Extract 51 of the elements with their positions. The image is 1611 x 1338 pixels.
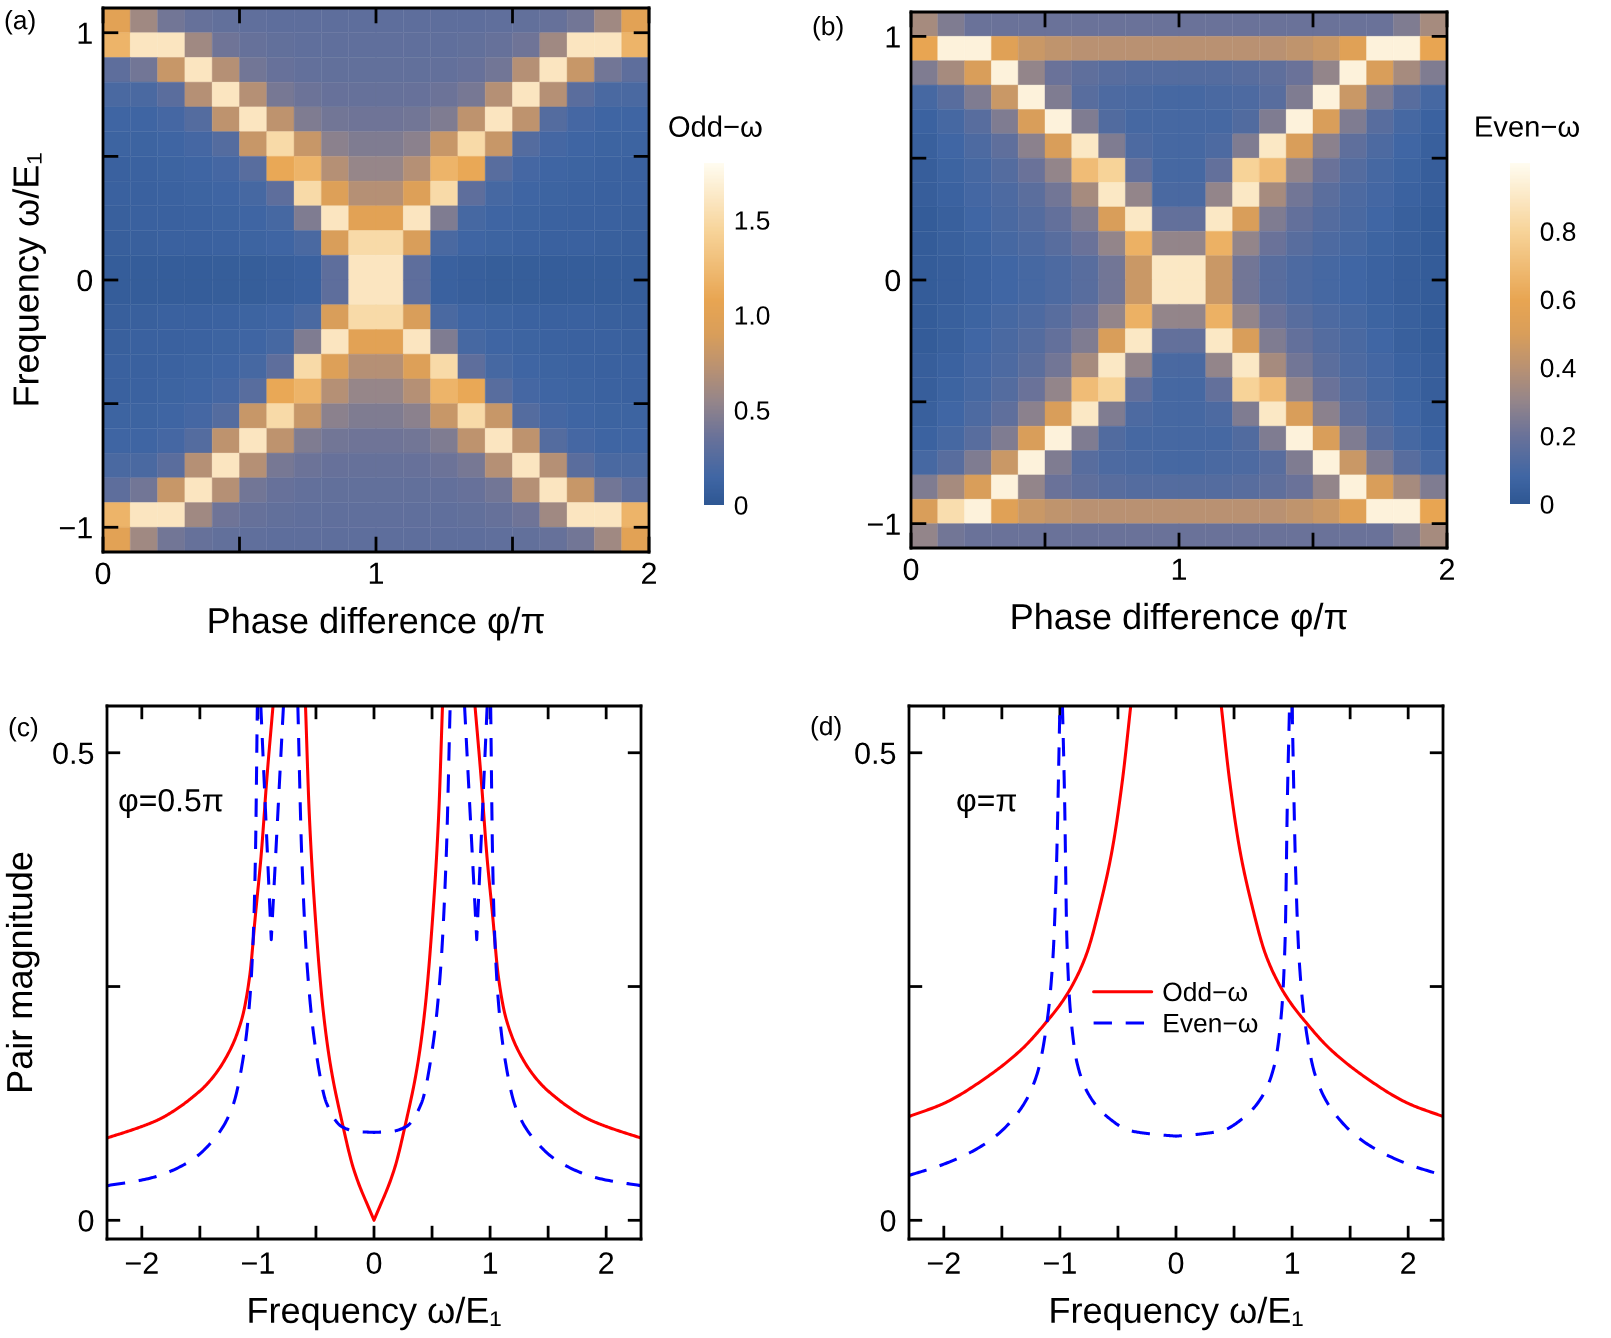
x-tick-label: 2 [642,562,656,584]
x-tick-label: 1 [1172,558,1187,580]
y-tick-label: 0 [78,1210,94,1232]
x-tick-label: 2 [1401,1252,1416,1274]
x-axis-title: Frequency ω/E₁ [1051,1296,1303,1331]
x-tick-label: −1 [242,1252,274,1274]
text: (b) [813,16,843,41]
x-tick-label: 0 [95,562,111,585]
y-tick-label: 0.5 [855,742,896,765]
color-bar-label: 0.2 [1540,426,1576,446]
text: (a) [5,10,35,35]
legend-label: Odd−ω [1163,981,1248,1002]
y-tick-label: 0 [885,269,901,292]
color-bar-label: 0.5 [734,401,770,420]
y-tick-label: 1 [78,22,92,44]
x-axis-title: Frequency ω/E₁ [249,1296,501,1331]
y-tick-label: 0.5 [53,742,94,765]
text: (c) [9,717,38,742]
annotation: φ=0.5π [119,788,223,818]
color-bar-label: 0 [1540,495,1554,514]
x-tick-label: 0 [366,1252,382,1274]
y-tick-label: −1 [59,517,92,539]
annotation: φ=π [957,794,1016,818]
x-tick-label: −1 [1044,1252,1076,1274]
color-bar-title: Even−ω [1476,116,1579,137]
x-tick-label: 2 [599,1252,614,1274]
color-bar-label: 0.4 [1540,358,1576,378]
y-axis-title: Pair magnitude [5,852,40,1091]
x-axis-title: Phase difference φ/π [1012,602,1347,637]
y-tick-label: 0 [77,269,93,292]
y-tick-label: 1 [886,26,900,48]
text: (d) [811,716,841,741]
color-bar-label: 0.8 [1540,222,1576,242]
y-axis-title: Frequency ω/E₁ [12,153,46,405]
x-axis-title: Phase difference φ/π [209,606,544,641]
x-tick-label: −2 [125,1252,158,1274]
x-tick-label: 0 [903,558,919,581]
x-tick-label: 1 [369,562,384,584]
color-bar-label: 0 [734,496,748,515]
color-bar-title: Odd−ω [669,115,762,137]
y-tick-label: 0 [880,1210,896,1232]
color-bar-label: 1.5 [735,211,770,230]
x-tick-label: 1 [483,1252,498,1274]
x-tick-label: 1 [1285,1252,1300,1274]
y-tick-label: −1 [867,513,900,535]
x-tick-label: 0 [1168,1252,1184,1274]
x-tick-label: −2 [927,1252,960,1274]
x-tick-label: 2 [1440,558,1454,580]
color-bar-label: 0.6 [1540,290,1576,310]
legend-label: Even−ω [1164,1014,1258,1033]
color-bar-label: 1.0 [735,306,770,325]
